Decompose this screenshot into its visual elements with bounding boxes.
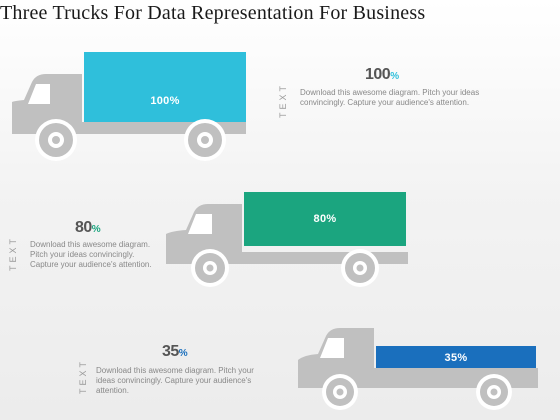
percent-1-number: 100 <box>365 66 391 83</box>
truck-1-graphic <box>12 52 246 161</box>
description-3: Download this awesome diagram. Pitch you… <box>96 366 254 395</box>
truck-3: 35% <box>294 322 540 414</box>
percent-1: 100% <box>365 66 399 84</box>
truck-2-cargo <box>244 192 406 246</box>
truck-1-cargo-label: 100% <box>150 95 180 107</box>
percent-2: 80% <box>75 219 101 237</box>
percent-2-symbol: % <box>91 224 101 235</box>
truck-2-graphic <box>166 192 408 287</box>
truck-3-cargo <box>376 346 536 368</box>
percent-3: 35% <box>162 343 188 361</box>
truck-1: 100% <box>6 52 248 164</box>
truck-2-cargo-label: 80% <box>313 213 337 225</box>
percent-3-symbol: % <box>178 348 188 359</box>
page-title: Three Trucks For Data Representation For… <box>0 2 426 24</box>
text-label-1: TEXT <box>278 82 288 118</box>
truck-1-cargo <box>84 52 246 122</box>
truck-3-graphic <box>298 328 538 410</box>
description-1: Download this awesome diagram. Pitch you… <box>300 88 480 107</box>
percent-3-number: 35 <box>162 343 179 360</box>
truck-2: 80% <box>162 190 410 290</box>
percent-2-number: 80 <box>75 219 92 236</box>
truck-3-cargo-label: 35% <box>444 352 468 364</box>
text-label-3: TEXT <box>78 358 88 394</box>
description-2: Download this awesome diagram. Pitch you… <box>30 240 152 269</box>
percent-1-symbol: % <box>390 71 400 82</box>
text-label-2: TEXT <box>8 235 18 271</box>
